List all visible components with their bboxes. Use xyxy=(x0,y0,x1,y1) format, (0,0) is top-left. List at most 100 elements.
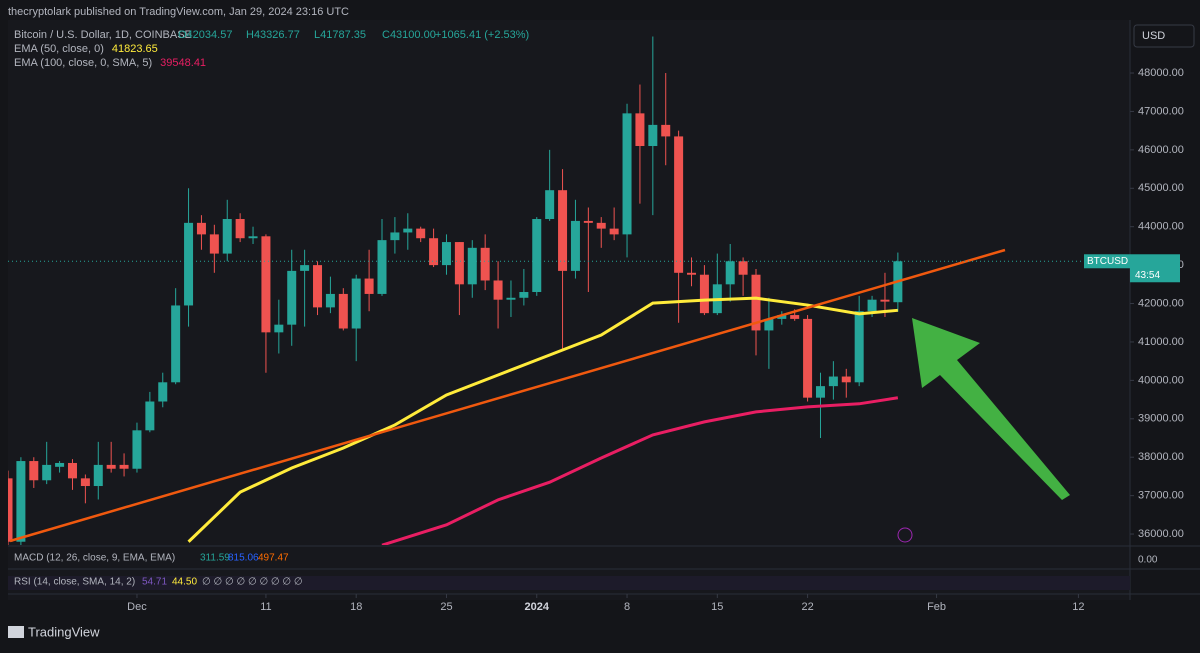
currency-box[interactable] xyxy=(1133,24,1195,48)
candle-body xyxy=(738,261,748,275)
candle-body xyxy=(325,293,335,308)
legend-value: 41823.65 xyxy=(112,43,158,55)
candle-body xyxy=(570,220,580,271)
candle-body xyxy=(209,234,219,254)
candle-body xyxy=(261,236,271,333)
trend-line xyxy=(9,248,1006,543)
candle-body xyxy=(8,478,13,542)
legend-label: EMA (100, close, 0, SMA, 5) xyxy=(14,57,152,69)
rsi-value: 54.71 xyxy=(142,577,167,588)
candle-body xyxy=(480,247,490,281)
candle-body xyxy=(16,461,26,542)
macd-value: 497.47 xyxy=(258,553,289,564)
candle-body xyxy=(132,430,142,469)
candle-body xyxy=(841,376,851,383)
publisher: thecryptolark published on TradingView.c… xyxy=(8,6,349,18)
candle-body xyxy=(377,240,387,294)
candle-body xyxy=(287,270,297,325)
candle-body xyxy=(42,464,52,481)
candle-body xyxy=(441,242,451,266)
y-tick-label: 45000.00 xyxy=(1138,182,1184,194)
x-tick-label: 8 xyxy=(624,601,630,613)
candle-body xyxy=(803,318,813,398)
legend-value: 39548.41 xyxy=(160,57,206,69)
candle-body xyxy=(364,278,374,294)
candle-body xyxy=(635,113,645,147)
candle-body xyxy=(558,190,568,271)
candle-body xyxy=(67,462,77,479)
candle-body xyxy=(661,124,671,137)
x-tick-label: 18 xyxy=(350,601,362,613)
candle-body xyxy=(416,228,426,239)
candle-body xyxy=(596,222,606,229)
y-tick-label: 46000.00 xyxy=(1138,144,1184,156)
rsi-empty: ∅ ∅ ∅ ∅ ∅ ∅ ∅ ∅ ∅ xyxy=(202,577,303,588)
currency[interactable]: USD xyxy=(1142,30,1165,42)
last-label: BTCUSD xyxy=(1087,256,1128,267)
candle-body xyxy=(248,236,258,239)
change: +1065.41 (+2.53%) xyxy=(435,29,529,41)
macd-value: 311.59 xyxy=(200,553,230,564)
candle-body xyxy=(313,265,323,308)
candle-body xyxy=(93,464,103,487)
countdown: 43:54 xyxy=(1135,270,1160,281)
countdown-box xyxy=(1130,254,1180,283)
macd-value: 815.06 xyxy=(228,553,259,564)
y-tick-label: 39000.00 xyxy=(1138,413,1184,425)
candle-body xyxy=(80,478,90,487)
candle-body xyxy=(338,293,348,329)
legend-label: EMA (50, close, 0) xyxy=(14,43,104,55)
candle-body xyxy=(171,305,181,383)
y-tick-label: 37000.00 xyxy=(1138,490,1184,502)
rsi-value: 44.50 xyxy=(172,577,197,588)
candle-body xyxy=(532,219,542,293)
macd-name: MACD (12, 26, close, 9, EMA, EMA) xyxy=(14,553,175,564)
high: H43326.77 xyxy=(246,29,300,41)
arrow xyxy=(912,318,1070,500)
candle-body xyxy=(351,278,361,329)
y-tick-label: 42000.00 xyxy=(1138,297,1184,309)
y-tick-label: 38000.00 xyxy=(1138,451,1184,463)
x-tick-label: 12 xyxy=(1072,601,1084,613)
event-icon[interactable] xyxy=(897,527,913,543)
candle-body xyxy=(145,401,155,431)
candle-body xyxy=(222,219,232,254)
candle-body xyxy=(777,315,787,319)
brand: TradingView xyxy=(28,624,100,639)
candle-body xyxy=(699,274,709,314)
candle-body xyxy=(158,382,168,402)
x-tick-label: 2024 xyxy=(525,601,550,613)
y-tick-label: 41000.00 xyxy=(1138,336,1184,348)
candle-body xyxy=(519,292,529,298)
candle-body xyxy=(648,124,658,147)
candle-body xyxy=(854,311,864,383)
macd-zero: 0.00 xyxy=(1138,555,1158,566)
candle-body xyxy=(429,238,439,266)
candle-body xyxy=(828,376,838,387)
candle-body xyxy=(184,222,194,306)
candle-body xyxy=(467,247,477,285)
candle-body xyxy=(119,464,129,469)
candle-body xyxy=(867,299,877,312)
candle-body xyxy=(390,232,400,241)
y-tick-label: 48000.00 xyxy=(1138,67,1184,79)
x-tick-label: 22 xyxy=(801,601,813,613)
y-tick-label: 36000.00 xyxy=(1138,528,1184,540)
ema-line xyxy=(187,296,899,543)
candle-body xyxy=(403,228,413,233)
close: C43100.00 xyxy=(382,29,436,41)
candle-body xyxy=(29,461,39,481)
candle-body xyxy=(790,315,800,319)
x-tick-label: Feb xyxy=(927,601,946,613)
low: L41787.35 xyxy=(314,29,366,41)
x-tick-label: 15 xyxy=(711,601,723,613)
y-tick-label: 40000.00 xyxy=(1138,374,1184,386)
candle-body xyxy=(622,113,632,235)
y-tick-label: 44000.00 xyxy=(1138,221,1184,233)
plot-area xyxy=(8,20,1130,600)
candle-body xyxy=(493,280,503,300)
candle-body xyxy=(764,318,774,331)
candle-body xyxy=(674,136,684,273)
candle-body xyxy=(687,272,697,275)
